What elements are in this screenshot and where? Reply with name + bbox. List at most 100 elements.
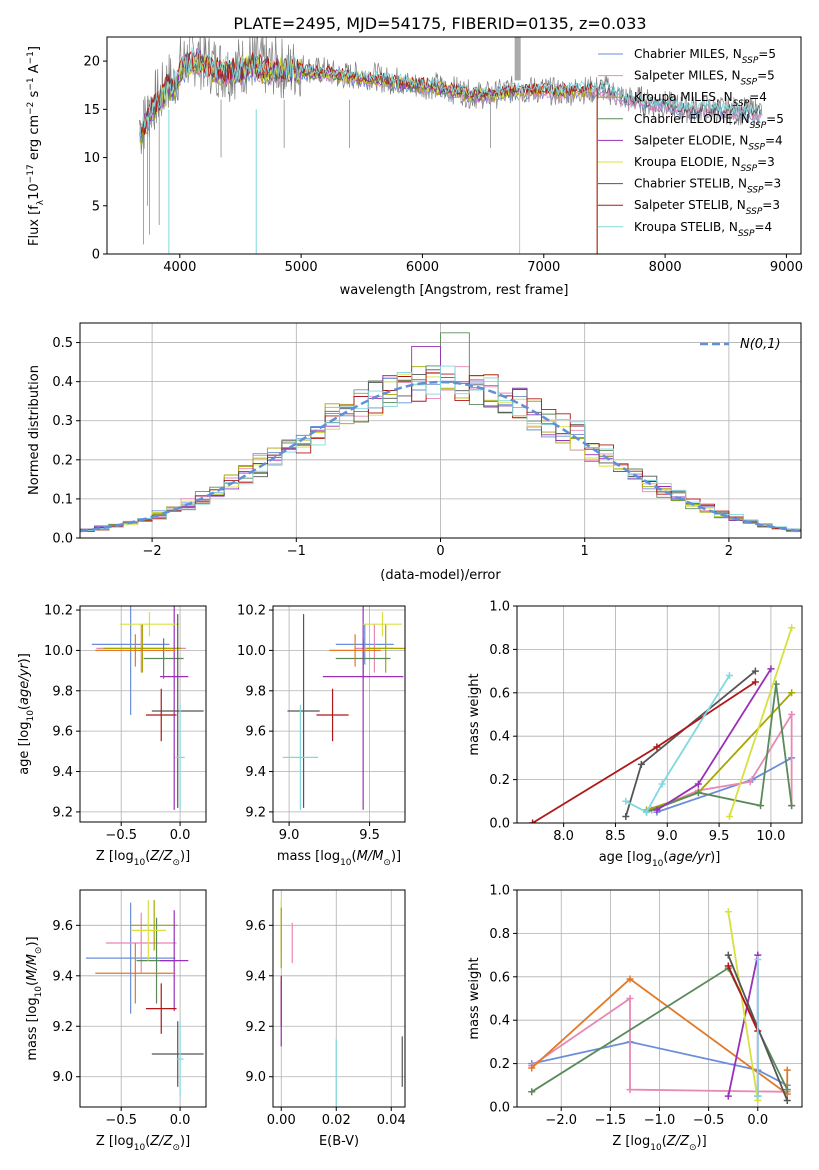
x-tick-label: 9.0 — [279, 828, 300, 843]
x-tick-label: 9.0 — [657, 829, 678, 844]
y-tick-label: 0.6 — [489, 970, 510, 985]
weight-marker — [754, 1092, 762, 1100]
weight-marker — [783, 1096, 791, 1104]
y-tick-label: 9.4 — [52, 969, 73, 984]
legend-label: Salpeter MILES, NSSP=5 — [634, 69, 775, 88]
x-tick-label: 1 — [581, 544, 589, 559]
y-tick-label: 0.4 — [489, 1014, 510, 1029]
axes-border — [516, 605, 803, 824]
x-tick-label: 0.0 — [747, 1113, 768, 1128]
x-tick-label: 8.0 — [553, 829, 574, 844]
plot-area — [91, 606, 204, 810]
y-tick-label: 9.4 — [52, 765, 73, 780]
axes-border — [272, 889, 406, 1108]
weight-line — [625, 674, 731, 814]
y-tick-label: 9.4 — [245, 969, 266, 984]
y-tick-label: 0.4 — [52, 375, 73, 390]
weight-marker — [653, 806, 661, 814]
y-tick-label: 9.8 — [245, 684, 266, 699]
x-tick-label: −1.0 — [644, 1113, 676, 1128]
weight-line — [727, 965, 759, 1032]
weight-marker — [725, 812, 733, 820]
x-tick-label: 0.04 — [377, 1113, 406, 1128]
y-axis-label: Flux [fλ10−17 erg cm−2 s−1 A−1] — [26, 46, 46, 246]
chart-age_vs_mass: 9.0 9.5 9.2 9.4 9.6 9.8 10.0 10.2 mass [log10(M/… — [237, 604, 406, 868]
x-tick-label: 7000 — [527, 260, 560, 275]
chart-age_vs_Z: −0.5 0.0 9.2 9.4 9.6 9.8 10.0 10.2 Z [log10(Z/Z⊙… — [17, 604, 207, 868]
plot-area — [528, 908, 791, 1104]
weight-marker — [653, 743, 661, 751]
plot-area — [280, 900, 403, 1107]
y-tick-label: 0.2 — [489, 773, 510, 788]
x-tick-label: −0.5 — [105, 828, 137, 843]
weight-marker — [788, 624, 796, 632]
weight-marker — [788, 711, 796, 718]
weight-marker — [788, 689, 796, 697]
x-tick-label: 5000 — [285, 260, 318, 275]
y-axis-label: mass weight — [467, 957, 482, 1039]
weight-marker — [757, 802, 765, 810]
weight-marker — [626, 1086, 634, 1094]
y-tick-label: 0.8 — [489, 643, 510, 658]
weight-marker — [622, 812, 630, 820]
y-tick-label: 9.6 — [245, 725, 266, 740]
y-tick-label: 0.0 — [52, 532, 73, 547]
x-tick-label: −0.5 — [693, 1113, 725, 1128]
x-tick-label: 9000 — [770, 260, 803, 275]
y-tick-label: 10.0 — [44, 644, 73, 659]
y-tick-label: 0.0 — [489, 1101, 510, 1116]
chart-weight_vs_Z: −2.0 −1.5 −1.0 −0.5 0.0 0.0 0.2 0.4 0.6 0.8 1.0 Z [… — [467, 884, 803, 1153]
y-tick-label: 0 — [92, 248, 100, 263]
x-tick-label: −2.0 — [545, 1113, 577, 1128]
plot-area — [85, 900, 204, 1097]
weight-marker — [694, 780, 702, 788]
y-tick-label: 20 — [83, 55, 100, 70]
x-tick-label: −0.5 — [105, 1113, 137, 1128]
x-tick-label: 9.5 — [359, 828, 380, 843]
x-axis-label: Z [log10(Z/Z⊙)] — [96, 1134, 190, 1153]
y-tick-label: 10.0 — [237, 644, 266, 659]
normal-pdf-curve — [80, 380, 801, 533]
x-tick-label: 6000 — [406, 260, 439, 275]
weight-marker — [746, 778, 754, 786]
spectrum-model-line — [139, 49, 762, 135]
weight-marker — [724, 951, 732, 959]
axes-border — [106, 36, 802, 255]
y-tick-label: 9.0 — [52, 1070, 73, 1085]
weight-marker — [754, 955, 762, 963]
legend-label: Salpeter STELIB, NSSP=3 — [634, 198, 780, 217]
legend-label: Kroupa ELODIE, NSSP=3 — [634, 155, 775, 174]
axes-frame: −0.5 0.0 9.0 9.2 9.4 9.6 Z [log10(Z/Z⊙)] mass [… — [25, 889, 207, 1153]
x-tick-label: 8.5 — [605, 829, 626, 844]
weight-marker — [724, 908, 732, 916]
x-axis-label: mass [log10(M/M⊙)] — [277, 849, 401, 868]
x-axis-label: E(B-V) — [319, 1134, 359, 1149]
weight-marker — [725, 671, 733, 679]
y-axis-label: age [log10(age/yr)] — [17, 653, 36, 775]
y-tick-label: 15 — [83, 103, 100, 118]
x-tick-label: 0.0 — [170, 828, 191, 843]
weight-marker — [528, 1088, 536, 1096]
weight-marker — [637, 760, 645, 768]
y-tick-label: 0.3 — [52, 414, 73, 429]
axes-frame: −2.0 −1.5 −1.0 −0.5 0.0 0.0 0.2 0.4 0.6 0.8 1.0 Z [… — [467, 884, 803, 1153]
x-axis-label: wavelength [Angstrom, rest frame] — [340, 283, 569, 298]
weight-line — [728, 627, 793, 817]
chart-spectrum: 4000 5000 6000 7000 8000 9000 0 5 10 15 20 Chabrier… — [26, 36, 803, 298]
x-tick-label: −1.5 — [595, 1113, 627, 1128]
axes-border — [79, 889, 207, 1108]
x-axis-label: Z [log10(Z/Z⊙)] — [96, 849, 190, 868]
weight-marker — [783, 1066, 791, 1074]
x-tick-label: −2 — [143, 544, 162, 559]
legend-label: Salpeter ELODIE, NSSP=4 — [634, 133, 783, 152]
axes-frame: −0.5 0.0 9.2 9.4 9.6 9.8 10.0 10.2 Z [log10(Z/Z⊙… — [17, 604, 207, 868]
y-tick-label: 0.1 — [52, 492, 73, 507]
y-tick-label: 9.6 — [245, 919, 266, 934]
x-tick-label: 9.5 — [709, 829, 730, 844]
y-tick-label: 0.4 — [489, 730, 510, 745]
weight-marker — [626, 975, 634, 983]
axes-border — [272, 605, 406, 823]
axes-frame: 4000 5000 6000 7000 8000 9000 0 5 10 15 20 Chabrier… — [26, 36, 803, 298]
chart-residuals: −2 −1 0 1 2 0.0 0.1 0.2 0.3 0.4 0.5 N(0,1) (data-mod… — [27, 322, 802, 583]
weight-marker — [626, 995, 634, 1002]
